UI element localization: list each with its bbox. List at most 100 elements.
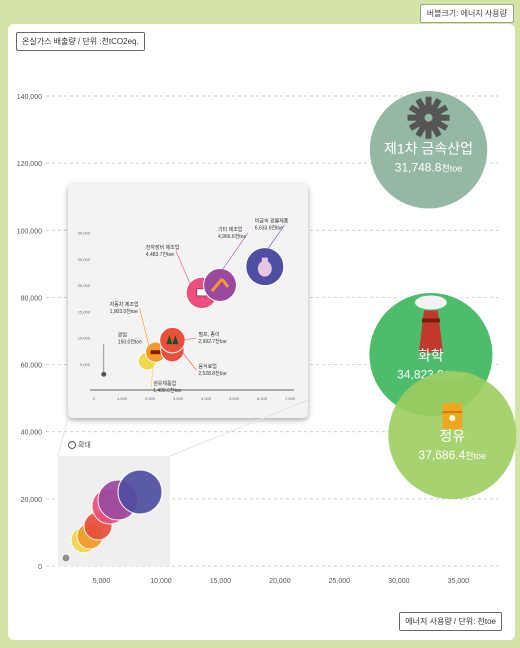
inset-bubble-value-label: 2,992.7천toe — [198, 338, 226, 345]
inset-value-number: 4,483.7 — [146, 252, 163, 258]
inset-value-unit: 천toe — [215, 370, 227, 377]
inset-value-unit: 천toe — [126, 308, 138, 315]
inset-value-unit: 천toe — [235, 233, 247, 240]
inset-y-tick-label: 25,000 — [78, 257, 91, 262]
bubble — [369, 90, 488, 209]
y-tick-label: 60,000 — [21, 363, 43, 370]
x-tick-label: 10,000 — [150, 578, 172, 585]
bubble — [203, 268, 237, 302]
leader-line — [181, 337, 197, 341]
inset-value-unit: 천toe — [130, 338, 142, 345]
magnifier-icon[interactable] — [68, 441, 76, 450]
y-tick-label: 100,000 — [17, 228, 42, 235]
gear-icon — [407, 96, 450, 139]
inset-x-tick-label: 2,000 — [145, 396, 156, 401]
x-tick-label: 30,000 — [388, 578, 410, 585]
bubble-name-label: 화학 — [418, 348, 444, 364]
inset-value-unit: 천toe — [170, 387, 182, 394]
bubble-value-unit: 천toe — [441, 164, 462, 174]
y-tick-label: 40,000 — [21, 430, 43, 437]
leader-line — [150, 361, 154, 388]
inset-value-unit: 천toe — [162, 251, 174, 258]
leader-line — [255, 224, 286, 267]
y-tick-label: 20,000 — [21, 497, 43, 504]
inset-bubble-value-label: 6,633.9천toe — [255, 225, 283, 232]
x-tick-label: 35,000 — [448, 578, 470, 585]
inset-bubble-value-label: 1,490.6천toe — [153, 387, 181, 394]
oil-drop — [449, 415, 456, 422]
bubble-value-label: 37,686.4천toe — [419, 448, 487, 462]
vase-neck — [261, 257, 268, 262]
x-tick-label: 20,000 — [269, 578, 291, 585]
bubble-value-unit: 천toe — [465, 451, 486, 461]
zoom-bubble — [61, 553, 71, 563]
inset-x-tick-label: 0 — [93, 396, 96, 401]
bubble — [101, 371, 107, 377]
leader-line — [139, 308, 151, 353]
inset-x-tick-label: 7,000 — [285, 396, 296, 401]
bubble-name-label: 정유 — [439, 428, 465, 444]
inset-x-tick-label: 6,000 — [257, 396, 268, 401]
trees-icon — [166, 335, 179, 345]
inset-chart-card: 0 1,000 2,000 3,000 4,000 5,000 6,000 7,000 5,00… — [68, 184, 308, 418]
car-body — [150, 350, 161, 355]
bubble-value-number: 37,686.4 — [419, 448, 466, 462]
gear-hole — [424, 113, 433, 122]
inset-y-tick-label: 15,000 — [78, 309, 91, 314]
inset-bubble-name-label: 펄프, 종이 — [198, 331, 219, 338]
inset-value-unit: 천toe — [271, 225, 283, 232]
inset-bubble-name-label: 자동차 제조업 — [110, 301, 139, 308]
bubble-size-legend: 버블크기: 에너지 사용량 — [419, 4, 514, 23]
x-tick-label: 5,000 — [93, 578, 111, 585]
inset-value-number: 150.0 — [118, 339, 131, 345]
inset-bubble-name-label: 섬유제품업 — [153, 380, 176, 387]
inset-bubble-value-label: 4,966.6천toe — [218, 233, 246, 240]
leader-line — [175, 250, 195, 293]
robot-arm — [210, 278, 224, 292]
inset-value-number: 1,903.0 — [110, 309, 127, 315]
robot-arm-icon — [210, 278, 230, 292]
inset-y-tick-label: 30,000 — [78, 231, 91, 236]
inset-value-number: 2,528.8 — [198, 371, 215, 377]
inset-chart: 0 1,000 2,000 3,000 4,000 5,000 6,000 7,000 5,00… — [78, 218, 296, 401]
inset-bubble-name-label: 기타 제조업 — [218, 226, 242, 233]
inset-value-number: 1,490.6 — [153, 388, 170, 394]
bubble — [159, 326, 186, 354]
vase-icon — [257, 257, 272, 277]
inset-x-tick-label: 5,000 — [229, 396, 240, 401]
robot-arm — [220, 278, 230, 288]
oil-barrel-icon — [442, 403, 463, 430]
y-tick-label: 0 — [38, 564, 42, 571]
leader-line — [180, 349, 197, 371]
gear-tooth — [425, 96, 432, 107]
vase-body — [257, 260, 272, 277]
bubble-value-number: 31,748.8 — [395, 161, 442, 175]
y-tick-label: 140,000 — [17, 94, 42, 101]
inset-bubble-value-label: 4,483.7천toe — [146, 251, 174, 258]
gear-tooth — [425, 128, 432, 139]
y-axis-title: 온실가스 배출량 / 단위 :천tCO2eq. — [16, 32, 145, 51]
x-axis-title: 에너지 사용량 / 단위: 천toe — [399, 612, 502, 631]
inset-bubble-name-label: 음식료업 — [198, 363, 216, 370]
gear-tooth — [439, 114, 450, 121]
inset-value-number: 6,633.9 — [255, 226, 272, 232]
inset-bubble-name-label: 비금속 광물제품 — [255, 218, 289, 225]
inset-y-tick-label: 5,000 — [80, 362, 91, 367]
inset-bubble-value-label: 150.0천toe — [118, 338, 142, 345]
inset-value-number: 2,992.7 — [198, 339, 215, 345]
factory-chimney-icon — [414, 295, 447, 353]
car-icon — [150, 350, 161, 355]
barrel-band — [442, 411, 463, 414]
zoom-bubble — [117, 469, 163, 515]
leader-line — [211, 232, 249, 286]
inset-y-tick-label: 20,000 — [78, 283, 91, 288]
bubble — [388, 371, 517, 500]
inset-x-tick-label: 1,000 — [117, 396, 128, 401]
gear-tooth — [407, 114, 418, 121]
inset-x-tick-label: 4,000 — [201, 396, 212, 401]
inset-bubble-name-label: 전자장비 제조업 — [146, 244, 180, 251]
bubble-value-label: 31,748.8천toe — [395, 161, 463, 175]
inset-bubble-value-label: 2,528.8천toe — [198, 370, 226, 377]
